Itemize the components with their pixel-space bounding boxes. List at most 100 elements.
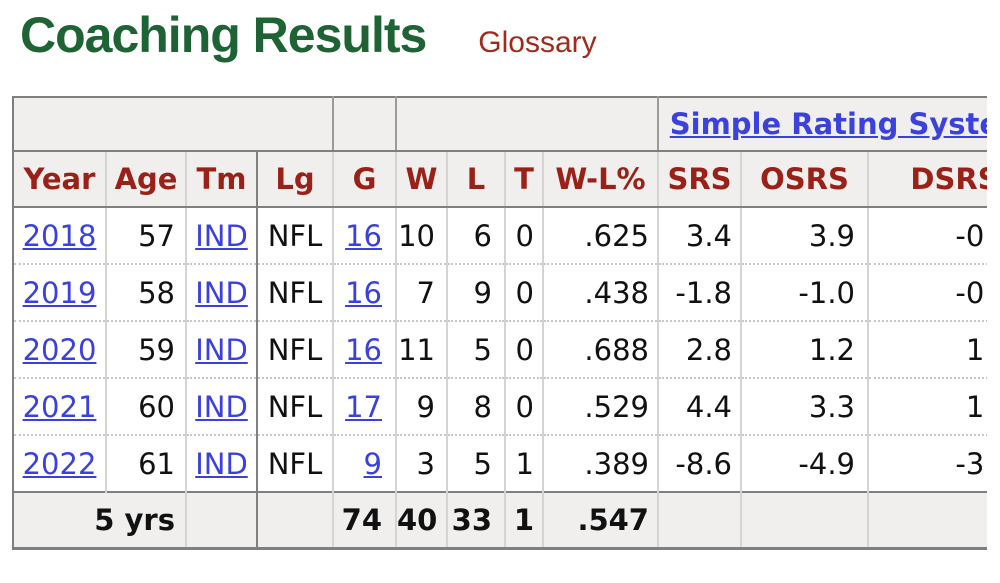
wins-cell: 7 [396, 264, 448, 322]
totals-osrs-cell [741, 491, 869, 548]
losses-cell: 5 [447, 435, 506, 492]
dsrs-cell: -0.5 [868, 207, 987, 265]
dsrs-cell: 1.6 [868, 321, 987, 379]
year-link[interactable]: 2018 [22, 218, 97, 253]
team-cell: IND [186, 378, 258, 436]
srs-cell: -1.8 [658, 264, 742, 322]
table-row-2019: 2019 58 IND NFL 16 7 9 0 .438 -1.8 -1.0 … [13, 264, 987, 322]
col-header-lg[interactable]: Lg [257, 151, 334, 208]
year-link[interactable]: 2021 [22, 389, 97, 424]
year-link[interactable]: 2020 [22, 332, 97, 367]
simple-rating-system-link[interactable]: Simple Rating System [669, 107, 987, 141]
column-header-row: Year Age Tm Lg G W L T W-L% SRS OSRS DSR… [13, 151, 987, 208]
glossary-link[interactable]: Glossary [478, 26, 597, 59]
league-cell: NFL [257, 321, 334, 379]
team-cell: IND [186, 321, 258, 379]
age-cell: 58 [106, 264, 187, 322]
league-cell: NFL [257, 378, 334, 436]
games-link[interactable]: 16 [345, 275, 382, 310]
year-cell: 2018 [13, 207, 107, 265]
wl-pct-cell: .389 [543, 435, 659, 492]
wins-cell: 9 [396, 378, 448, 436]
wl-pct-cell: .438 [543, 264, 659, 322]
team-link[interactable]: IND [195, 332, 248, 367]
totals-tm-cell [186, 491, 258, 548]
col-header-g[interactable]: G [333, 151, 397, 208]
games-link[interactable]: 16 [345, 218, 382, 253]
team-cell: IND [186, 207, 258, 265]
col-header-w[interactable]: W [396, 151, 448, 208]
wl-pct-cell: .529 [543, 378, 659, 436]
col-header-t[interactable]: T [505, 151, 544, 208]
year-link[interactable]: 2019 [22, 275, 97, 310]
ties-cell: 1 [505, 435, 544, 492]
losses-cell: 6 [447, 207, 506, 265]
page-title: Coaching Results [20, 7, 427, 63]
ties-cell: 0 [505, 321, 544, 379]
team-link[interactable]: IND [195, 275, 248, 310]
col-header-l[interactable]: L [447, 151, 506, 208]
over-header-srs-group: Simple Rating System [658, 97, 987, 152]
totals-wl-pct-cell: .547 [543, 491, 659, 548]
osrs-cell: -4.9 [741, 435, 869, 492]
over-header-blank-games [333, 97, 397, 152]
wl-pct-cell: .625 [543, 207, 659, 265]
osrs-cell: 1.2 [741, 321, 869, 379]
losses-cell: 8 [447, 378, 506, 436]
ties-cell: 0 [505, 378, 544, 436]
over-header-row: Simple Rating System [13, 97, 987, 152]
table-row-2022: 2022 61 IND NFL 9 3 5 1 .389 -8.6 -4.9 -… [13, 435, 987, 492]
col-header-age[interactable]: Age [106, 151, 187, 208]
col-header-wl-pct[interactable]: W-L% [543, 151, 659, 208]
year-cell: 2020 [13, 321, 107, 379]
srs-cell: 2.8 [658, 321, 742, 379]
games-cell: 17 [333, 378, 397, 436]
team-link[interactable]: IND [195, 218, 248, 253]
games-link[interactable]: 17 [345, 389, 382, 424]
games-link[interactable]: 9 [363, 446, 382, 481]
col-header-tm[interactable]: Tm [186, 151, 258, 208]
coaching-results-table: Simple Rating System Year Age Tm Lg G W … [12, 96, 987, 550]
srs-cell: -8.6 [658, 435, 742, 492]
osrs-cell: 3.9 [741, 207, 869, 265]
osrs-cell: -1.0 [741, 264, 869, 322]
table-row-2020: 2020 59 IND NFL 16 11 5 0 .688 2.8 1.2 1… [13, 321, 987, 379]
totals-games-cell: 74 [333, 491, 397, 548]
totals-dsrs-cell [868, 491, 987, 548]
team-cell: IND [186, 435, 258, 492]
table-row-2021: 2021 60 IND NFL 17 9 8 0 .529 4.4 3.3 1.… [13, 378, 987, 436]
totals-srs-cell [658, 491, 742, 548]
year-cell: 2022 [13, 435, 107, 492]
col-header-osrs[interactable]: OSRS [741, 151, 869, 208]
col-header-dsrs[interactable]: DSRS [868, 151, 987, 208]
ties-cell: 0 [505, 264, 544, 322]
col-header-year[interactable]: Year [13, 151, 107, 208]
dsrs-cell: -0.8 [868, 264, 987, 322]
age-cell: 59 [106, 321, 187, 379]
osrs-cell: 3.3 [741, 378, 869, 436]
age-cell: 61 [106, 435, 187, 492]
games-cell: 16 [333, 264, 397, 322]
games-cell: 16 [333, 321, 397, 379]
totals-lg-cell [257, 491, 334, 548]
wins-cell: 11 [396, 321, 448, 379]
totals-row: 5 yrs 74 40 33 1 .547 [13, 491, 987, 548]
totals-losses-cell: 33 [447, 491, 506, 548]
totals-ties-cell: 1 [505, 491, 544, 548]
wl-pct-cell: .688 [543, 321, 659, 379]
team-link[interactable]: IND [195, 446, 248, 481]
team-cell: IND [186, 264, 258, 322]
year-link[interactable]: 2022 [22, 446, 97, 481]
losses-cell: 9 [447, 264, 506, 322]
age-cell: 60 [106, 378, 187, 436]
year-cell: 2021 [13, 378, 107, 436]
league-cell: NFL [257, 207, 334, 265]
dsrs-cell: -3.7 [868, 435, 987, 492]
games-link[interactable]: 16 [345, 332, 382, 367]
team-link[interactable]: IND [195, 389, 248, 424]
league-cell: NFL [257, 264, 334, 322]
over-header-blank-left [13, 97, 334, 152]
col-header-srs[interactable]: SRS [658, 151, 742, 208]
table-row-2018: 2018 57 IND NFL 16 10 6 0 .625 3.4 3.9 -… [13, 207, 987, 265]
